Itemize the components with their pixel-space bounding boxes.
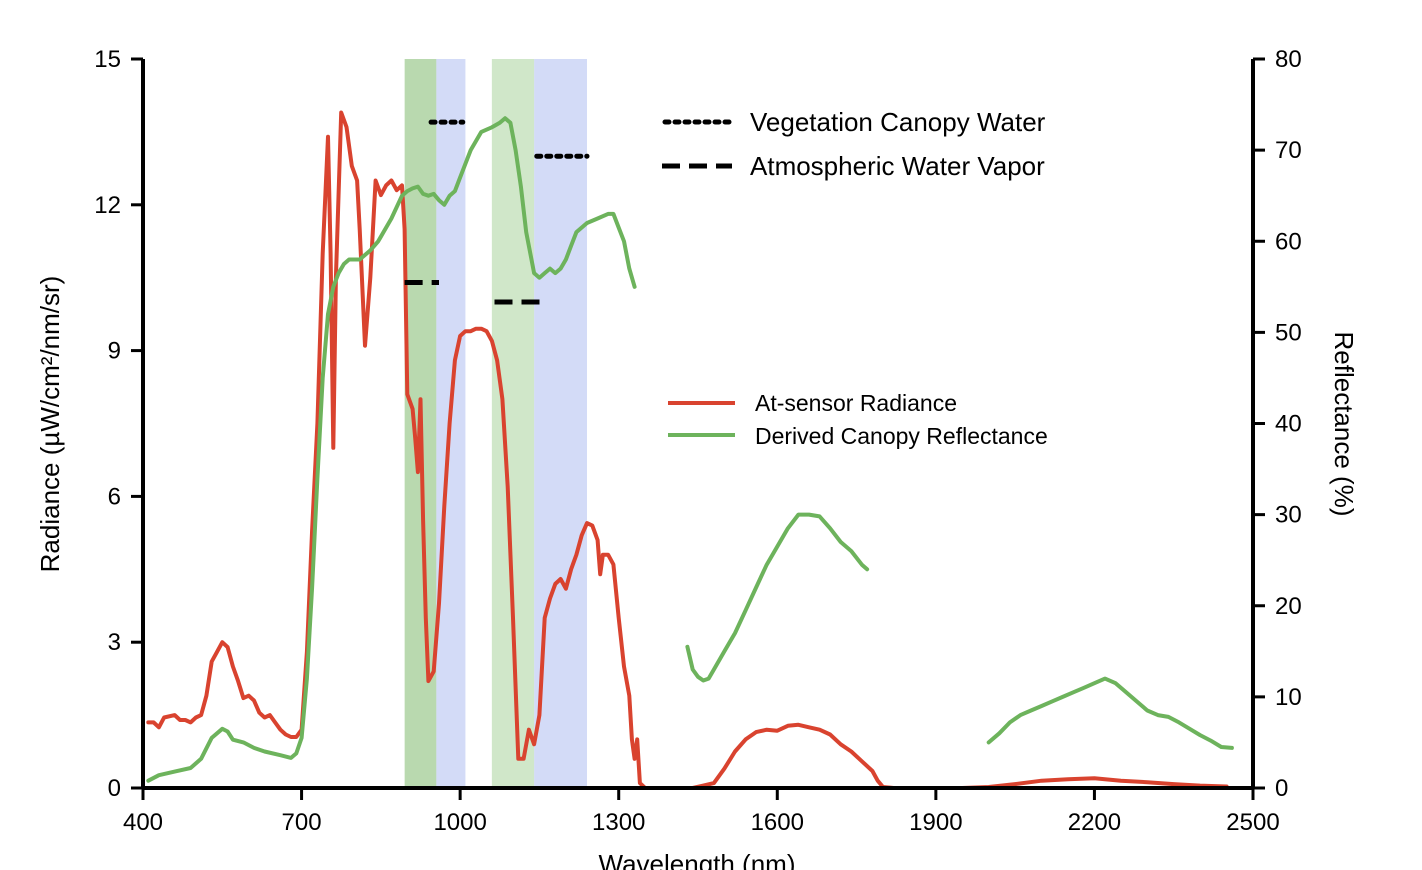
y2-tick-label-1: 10 [1275, 684, 1302, 711]
y-tick-label-4: 12 [94, 192, 121, 219]
reflectance-line-segment-0 [146, 116, 637, 783]
reflectance-line-segment-2 [986, 676, 1234, 750]
x-axis-title: Wavelength (nm) [599, 849, 796, 870]
x-tick-label-3: 1300 [592, 809, 645, 836]
y2-tick-label-0: 0 [1275, 775, 1288, 802]
series-layer [146, 110, 1234, 790]
y2-tick-label-3: 30 [1275, 502, 1302, 529]
y2-tick-label-8: 80 [1275, 46, 1302, 73]
y2-tick-label-6: 60 [1275, 228, 1302, 255]
y-axis-title: Radiance (µW/cm²/nm/sr) [35, 276, 65, 573]
y-tick-label-5: 15 [94, 46, 121, 73]
ticks: 400 700 1000 1300 1600 1900 2200 2500 0 3 6 9 12 15 0 1… [94, 46, 1301, 836]
legend-dotted-label: Vegetation Canopy Water [750, 107, 1046, 137]
x-tick-label-7: 2500 [1226, 809, 1279, 836]
x-tick-label-1: 700 [282, 809, 322, 836]
y2-tick-label-4: 40 [1275, 411, 1302, 438]
legend-reflectance-label: Derived Canopy Reflectance [755, 423, 1048, 449]
y-tick-label-2: 6 [108, 483, 121, 510]
reflectance-line-segment-1 [685, 512, 870, 683]
legend-markers: Vegetation Canopy Water Atmospheric Wate… [662, 107, 1046, 181]
y2-axis-title: Reflectance (%) [1329, 332, 1359, 517]
y2-tick-label-2: 20 [1275, 593, 1302, 620]
y-tick-label-1: 3 [108, 629, 121, 656]
x-tick-label-4: 1600 [751, 809, 804, 836]
y2-tick-label-7: 70 [1275, 137, 1302, 164]
water-markers [404, 119, 590, 305]
shaded-band-2 [491, 59, 535, 788]
x-tick-label-2: 1000 [433, 809, 486, 836]
radiance-line-segment-0 [146, 110, 1229, 790]
legend-series: At-sensor Radiance Derived Canopy Reflec… [668, 390, 1048, 449]
x-tick-label-0: 400 [123, 809, 163, 836]
y2-tick-label-5: 50 [1275, 319, 1302, 346]
x-tick-label-5: 1900 [909, 809, 962, 836]
legend-dashed-label: Atmospheric Water Vapor [750, 151, 1045, 181]
y-tick-label-3: 9 [108, 338, 121, 365]
x-tick-label-6: 2200 [1068, 809, 1121, 836]
legend-radiance-label: At-sensor Radiance [755, 390, 957, 416]
y-tick-label-0: 0 [108, 775, 121, 802]
